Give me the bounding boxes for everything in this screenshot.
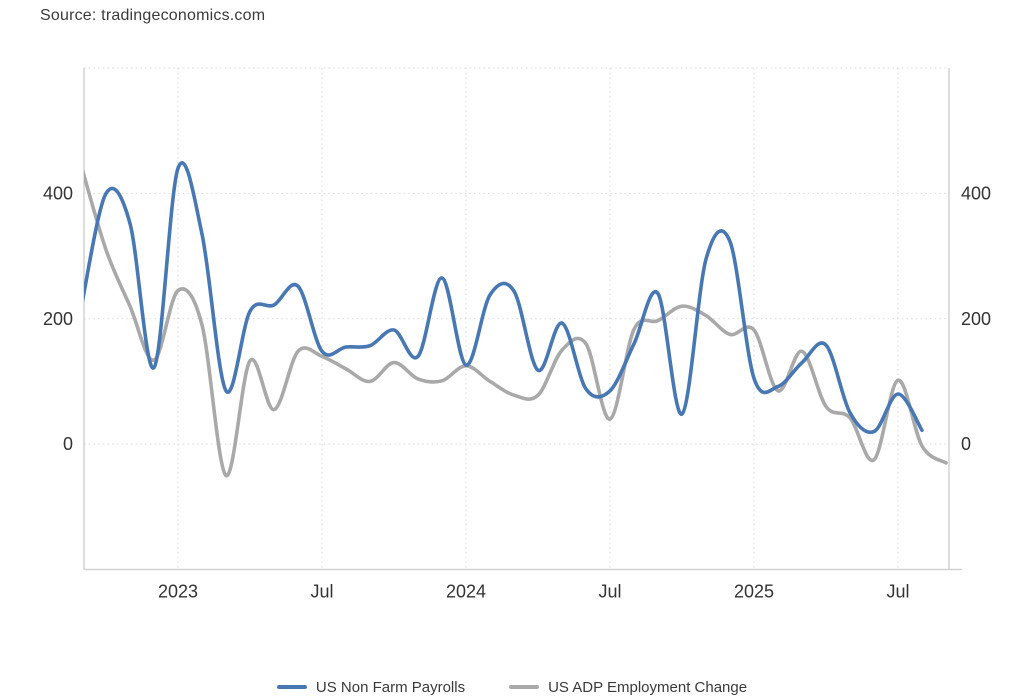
x-tick-label-2023: 2023 — [158, 582, 198, 602]
x-tick-label-2024: 2024 — [446, 582, 486, 602]
x-tick-label-Jul: Jul — [310, 582, 333, 602]
adp-employment-change-line — [84, 168, 948, 478]
legend-item-nonfarm-payrolls[interactable]: US Non Farm Payrolls — [276, 678, 466, 696]
adp-employment-change-line-swatch — [509, 685, 540, 689]
chart-legend: US Non Farm Payrolls US ADP Employment C… — [0, 676, 1024, 698]
nonfarm-payrolls-line — [84, 161, 924, 435]
x-tick-label-Jul: Jul — [886, 582, 909, 602]
legend-label-adp-employment-change: US ADP Employment Change — [548, 678, 748, 696]
y-tick-label-left-0: 0 — [63, 434, 73, 454]
x-tick-label-Jul: Jul — [598, 582, 621, 602]
y-tick-label-left-200: 200 — [43, 309, 73, 329]
y-tick-label-right-400: 400 — [961, 183, 991, 203]
y-tick-label-left-400: 400 — [43, 183, 73, 203]
y-tick-label-right-200: 200 — [961, 309, 991, 329]
legend-item-adp-employment-change[interactable]: US ADP Employment Change — [509, 679, 747, 696]
y-tick-label-right-0: 0 — [961, 434, 971, 454]
legend-label-nonfarm-payrolls: US Non Farm Payrolls — [315, 678, 466, 696]
x-tick-label-2025: 2025 — [734, 582, 774, 602]
nonfarm-payrolls-line-swatch — [276, 685, 307, 689]
source-text: Source: tradingeconomics.com — [40, 7, 266, 24]
